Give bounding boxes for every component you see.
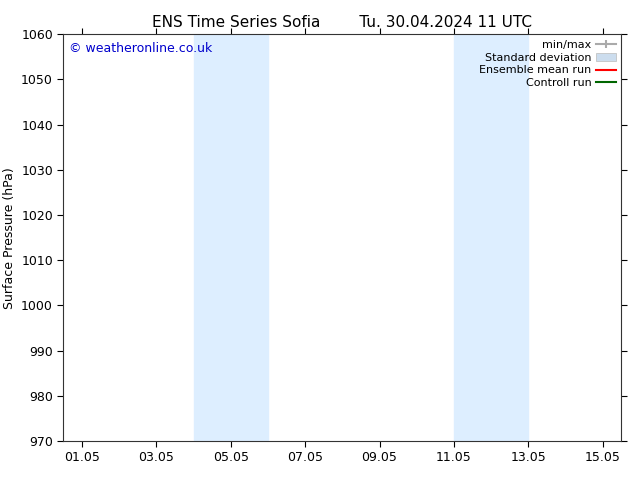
Title: ENS Time Series Sofia        Tu. 30.04.2024 11 UTC: ENS Time Series Sofia Tu. 30.04.2024 11 … xyxy=(152,15,533,30)
Bar xyxy=(193,34,268,441)
Text: © weatheronline.co.uk: © weatheronline.co.uk xyxy=(69,43,212,55)
Bar xyxy=(454,34,528,441)
Y-axis label: Surface Pressure (hPa): Surface Pressure (hPa) xyxy=(3,167,16,309)
Legend: min/max, Standard deviation, Ensemble mean run, Controll run: min/max, Standard deviation, Ensemble me… xyxy=(477,38,618,91)
